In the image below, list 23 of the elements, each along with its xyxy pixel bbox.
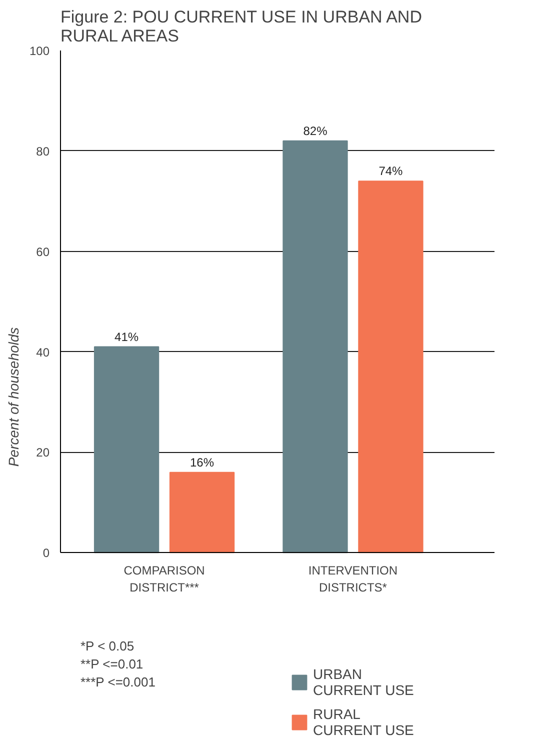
text: **P <=0.01 (80, 656, 144, 672)
legend-label: URBAN CURRENT USE (313, 666, 414, 698)
y-tick-label: 60 (36, 244, 50, 259)
bar (358, 180, 424, 554)
y-tick-label: 80 (36, 144, 50, 158)
bar (169, 472, 235, 554)
x-tick-label: COMPARISON DISTRICT*** (124, 564, 205, 594)
data-label: 16% (190, 455, 214, 470)
text: *P < 0.05 (80, 638, 134, 654)
text: ***P <=0.001 (80, 674, 156, 690)
x-tick-label: INTERVENTION DISTRICTS* (308, 564, 398, 594)
y-tick-label: 40 (36, 345, 50, 360)
bar (94, 346, 160, 554)
y-tick-label: 0 (42, 546, 50, 560)
data-label: 82% (303, 124, 328, 138)
data-label: 74% (378, 164, 404, 178)
legend-label: RURAL CURRENT USE (313, 706, 414, 738)
data-label: 41% (114, 330, 139, 344)
y-axis-title: Percent of households (5, 327, 22, 467)
y-tick-label: 20 (36, 446, 50, 460)
bar (282, 140, 348, 554)
chart-title: Figure 2: POU CURRENT USE IN URBAN AND RURAL AREAS (60, 8, 422, 46)
y-tick-label: 100 (29, 44, 50, 58)
